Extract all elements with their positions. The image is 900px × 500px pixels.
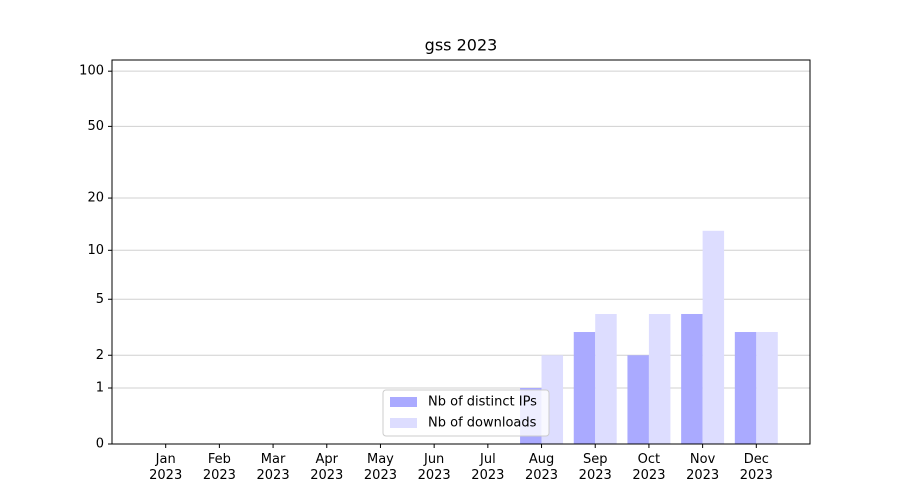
plot-frame <box>111 59 811 445</box>
bar <box>681 313 703 444</box>
y-tick-label: 5 <box>96 292 104 307</box>
legend-box <box>382 389 550 437</box>
x-tick-label: Mar 2023 <box>256 452 290 483</box>
bar <box>734 332 757 444</box>
y-tick-label: 20 <box>87 191 104 206</box>
chart-title: gss 2023 <box>425 36 498 55</box>
x-tick-label: Jun 2023 <box>417 452 451 483</box>
bar <box>702 230 725 444</box>
x-tick-label: Nov 2023 <box>686 452 720 483</box>
bar <box>595 313 617 444</box>
legend-swatch <box>390 397 417 407</box>
y-tick-label: 100 <box>79 64 104 79</box>
legend-label: Nb of downloads <box>428 416 537 431</box>
bar <box>756 332 778 444</box>
x-tick-label: Jul 2023 <box>471 452 505 483</box>
bar <box>627 355 649 444</box>
x-tick-label: Feb 2023 <box>202 452 236 483</box>
legend-label: Nb of distinct IPs <box>428 395 537 410</box>
x-tick-label: May 2023 <box>363 452 397 483</box>
x-tick-label: Jan 2023 <box>149 452 183 483</box>
y-tick-label: 1 <box>96 381 104 396</box>
y-tick-label: 2 <box>96 348 104 363</box>
legend-swatch <box>390 418 417 428</box>
x-tick-label: Apr 2023 <box>310 452 344 483</box>
bar <box>573 332 596 444</box>
x-tick-label: Dec 2023 <box>739 452 773 483</box>
x-tick-label: Aug 2023 <box>524 452 559 483</box>
legend: Nb of distinct IPs Nb of downloads <box>382 389 550 437</box>
bar <box>648 313 671 444</box>
y-tick-label: 10 <box>87 243 104 258</box>
x-tick-label: Oct 2023 <box>632 452 666 483</box>
y-tick-label: 0 <box>96 437 104 452</box>
y-tick-label: 50 <box>87 119 104 134</box>
x-tick-label: Sep 2023 <box>578 452 612 483</box>
